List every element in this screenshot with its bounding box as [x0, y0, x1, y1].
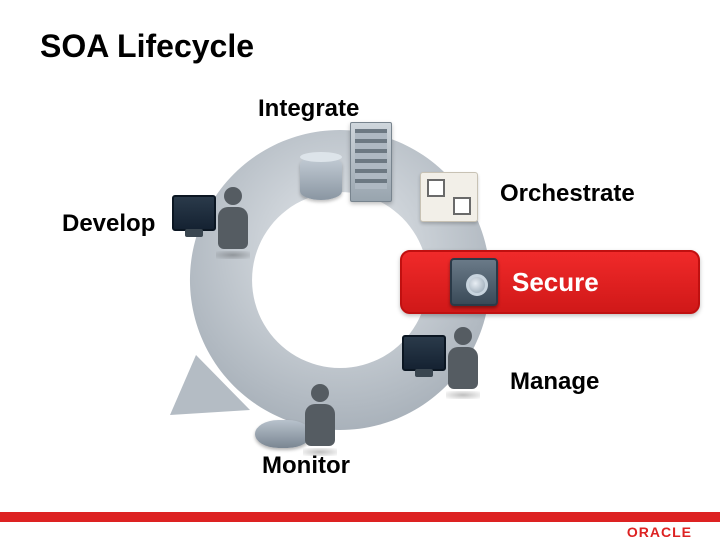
lifecycle-diagram: Integrate Orchestrate Develop Manage Mon…: [0, 80, 720, 480]
secure-highlight-box: Secure: [400, 250, 700, 314]
workflow-icon: [420, 172, 478, 222]
label-orchestrate: Orchestrate: [500, 180, 635, 208]
label-monitor: Monitor: [262, 452, 350, 480]
page-title: SOA Lifecycle: [40, 28, 254, 65]
manage-station-icon: [400, 315, 490, 405]
label-integrate: Integrate: [258, 95, 359, 123]
footer-band: [0, 512, 720, 522]
label-develop: Develop: [62, 210, 155, 238]
oracle-logo: ORACLE: [627, 524, 692, 540]
safe-icon: [450, 258, 498, 306]
server-rack-icon: [350, 122, 392, 202]
label-manage: Manage: [510, 368, 599, 396]
develop-station-icon: [170, 175, 260, 265]
label-secure: Secure: [512, 267, 599, 298]
database-icon: [300, 156, 342, 200]
